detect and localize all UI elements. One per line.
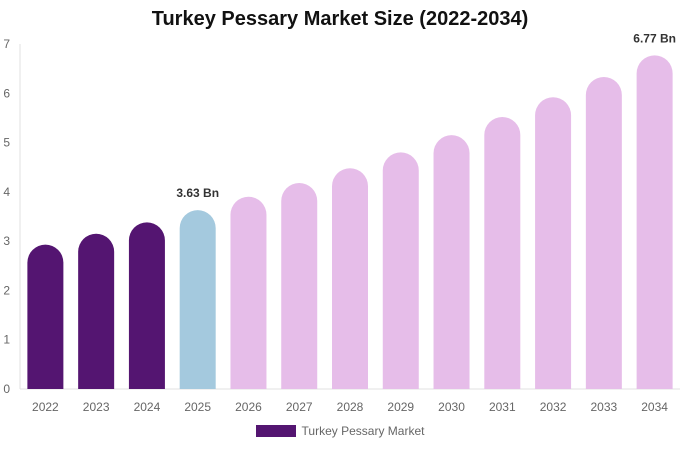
- bar-2031[interactable]: [484, 116, 521, 389]
- x-tick-label: 2031: [489, 400, 516, 414]
- x-tick-label: 2027: [286, 400, 313, 414]
- legend-swatch: [255, 425, 296, 437]
- x-tick-label: 2024: [134, 400, 161, 414]
- x-tick-label: 2023: [83, 400, 110, 414]
- bar-2034[interactable]: [636, 55, 673, 389]
- y-tick-label: 7: [3, 37, 10, 51]
- y-tick-label: 4: [3, 185, 10, 199]
- bar-2033[interactable]: [585, 77, 622, 390]
- bar-2028[interactable]: [332, 168, 368, 389]
- bars-layer: [27, 55, 673, 390]
- bar-2024[interactable]: [128, 222, 165, 389]
- x-tick-label: 2034: [641, 400, 668, 414]
- bar-2032[interactable]: [535, 97, 572, 389]
- bar-2022[interactable]: [27, 244, 64, 389]
- bar-2023[interactable]: [78, 233, 115, 389]
- x-tick-label: 2030: [438, 400, 465, 414]
- y-tick-label: 5: [3, 136, 10, 150]
- x-tick-label: 2029: [387, 400, 414, 414]
- x-tick-label: 2028: [337, 400, 364, 414]
- chart-title: Turkey Pessary Market Size (2022-2034): [151, 8, 529, 30]
- x-tick-label: 2026: [235, 400, 262, 414]
- legend-label: Turkey Pessary Market: [301, 424, 425, 438]
- x-tick-label: 2025: [184, 400, 211, 414]
- y-tick-label: 6: [3, 86, 10, 100]
- bar-2025[interactable]: [179, 210, 216, 389]
- y-tick-label: 1: [3, 333, 10, 347]
- x-tick-label: 2022: [32, 400, 59, 414]
- bar-2030[interactable]: [433, 135, 470, 389]
- x-tick-label: 2033: [590, 400, 617, 414]
- axis-layer: 0 1 2 3 4 5 6 7 2022 2023 2024 2025 2026 2027 2028 2029…: [3, 37, 680, 414]
- data-label-2025: 3.63 Bn: [176, 186, 219, 200]
- x-tick-label: 2032: [540, 400, 567, 414]
- bar-2029[interactable]: [382, 152, 419, 389]
- y-tick-label: 3: [3, 234, 10, 248]
- legend[interactable]: Turkey Pessary Market: [0, 424, 680, 438]
- bar-2027[interactable]: [281, 182, 318, 389]
- data-label-2034: 6.77 Bn: [633, 31, 676, 45]
- labels-layer: 3.63 Bn 6.77 Bn: [176, 31, 676, 200]
- y-tick-label: 2: [3, 283, 10, 297]
- bar-2026[interactable]: [230, 196, 267, 389]
- y-tick-label: 0: [3, 382, 10, 396]
